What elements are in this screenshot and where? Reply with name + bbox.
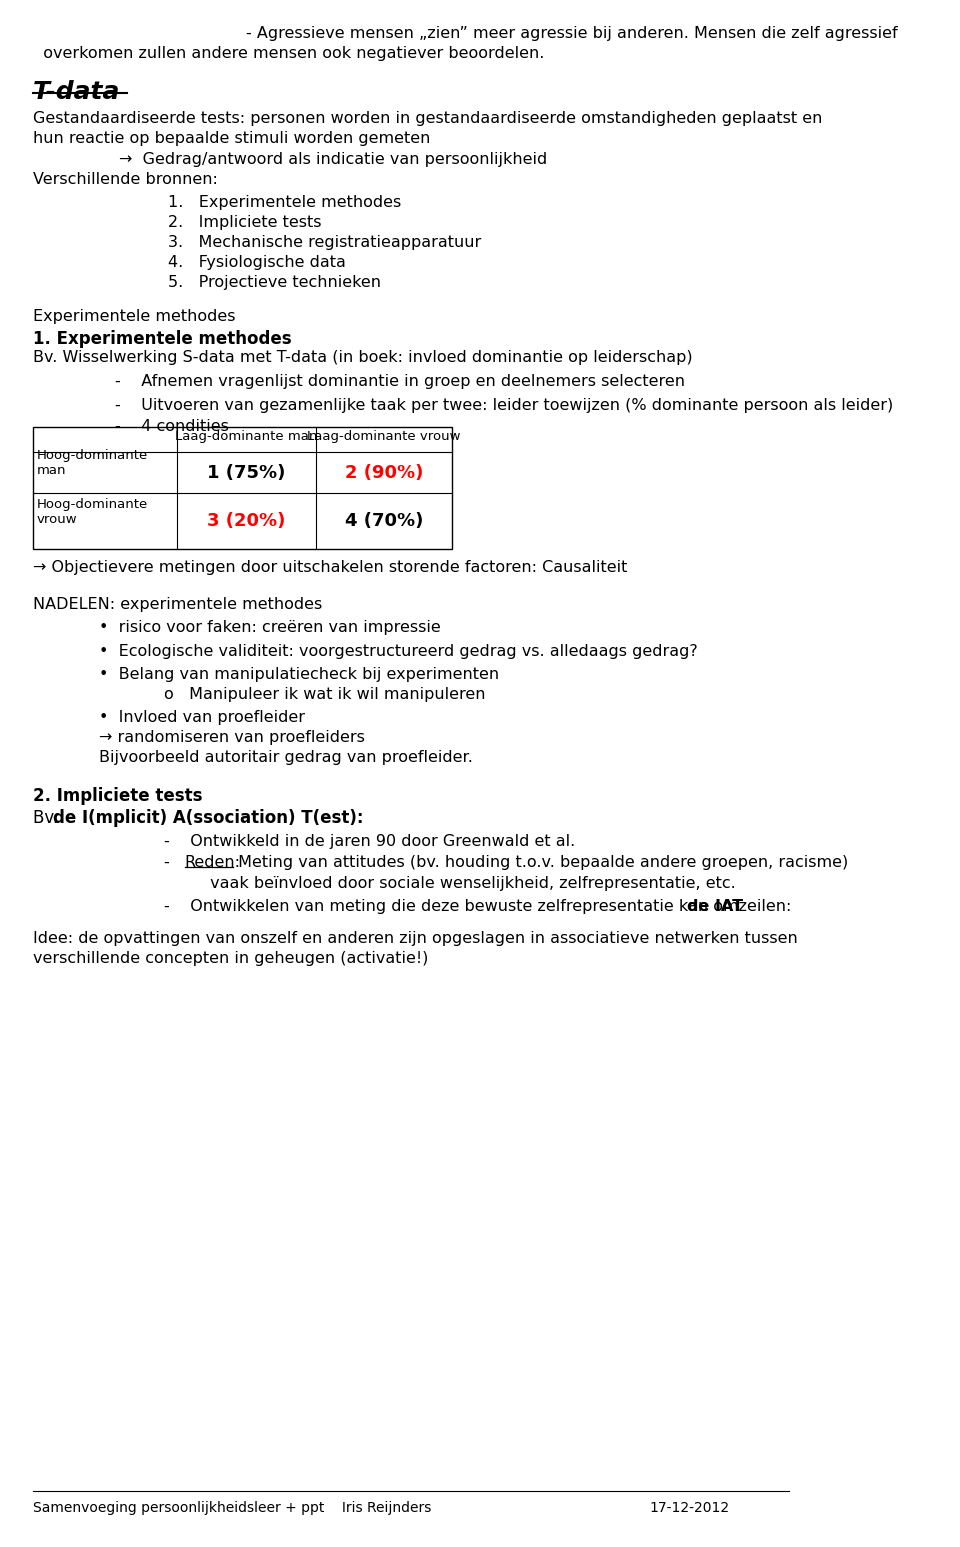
Text: Gestandaardiseerde tests: personen worden in gestandaardiseerde omstandigheden g: Gestandaardiseerde tests: personen worde… <box>33 111 822 127</box>
Text: Laag-dominante vrouw: Laag-dominante vrouw <box>307 430 461 442</box>
Text: -    Ontwikkeld in de jaren 90 door Greenwald et al.: - Ontwikkeld in de jaren 90 door Greenwa… <box>164 834 576 849</box>
Text: -: - <box>164 855 191 871</box>
Text: vaak beïnvloed door sociale wenselijkheid, zelfrepresentatie, etc.: vaak beïnvloed door sociale wenselijkhei… <box>164 876 736 891</box>
Text: -    Afnemen vragenlijst dominantie in groep en deelnemers selecteren: - Afnemen vragenlijst dominantie in groe… <box>115 374 685 390</box>
Text: Samenvoeging persoonlijkheidsleer + ppt    Iris Reijnders: Samenvoeging persoonlijkheidsleer + ppt … <box>33 1501 431 1515</box>
Text: overkomen zullen andere mensen ook negatiever beoordelen.: overkomen zullen andere mensen ook negat… <box>33 46 544 62</box>
Text: o   Manipuleer ik wat ik wil manipuleren: o Manipuleer ik wat ik wil manipuleren <box>164 687 486 702</box>
Text: 2.   Impliciete tests: 2. Impliciete tests <box>168 215 322 231</box>
Text: →  Gedrag/antwoord als indicatie van persoonlijkheid: → Gedrag/antwoord als indicatie van pers… <box>119 152 547 167</box>
Text: 2. Impliciete tests: 2. Impliciete tests <box>33 787 203 806</box>
Text: Hoog-dominante
man: Hoog-dominante man <box>37 449 148 478</box>
Text: Bv. Wisselwerking S-data met T-data (in boek: invloed dominantie op leiderschap): Bv. Wisselwerking S-data met T-data (in … <box>33 350 692 365</box>
Text: 1 (75%): 1 (75%) <box>207 464 286 481</box>
Text: de IAT: de IAT <box>686 899 743 914</box>
Text: Laag-dominante man: Laag-dominante man <box>176 430 318 442</box>
Text: 1.   Experimentele methodes: 1. Experimentele methodes <box>168 195 401 210</box>
Text: T-data: T-data <box>33 80 120 105</box>
Text: 1. Experimentele methodes: 1. Experimentele methodes <box>33 330 292 348</box>
Text: -    Uitvoeren van gezamenlijke taak per twee: leider toewijzen (% dominante per: - Uitvoeren van gezamenlijke taak per tw… <box>115 398 893 413</box>
Text: - Agressieve mensen „zien” meer agressie bij anderen. Mensen die zelf agressief: - Agressieve mensen „zien” meer agressie… <box>247 26 899 42</box>
Text: de I(mplicit) A(ssociation) T(est):: de I(mplicit) A(ssociation) T(est): <box>54 809 364 828</box>
Text: -    Ontwikkelen van meting die deze bewuste zelfrepresentatie kan omzeilen:: - Ontwikkelen van meting die deze bewust… <box>164 899 797 914</box>
Text: -    4 condities: - 4 condities <box>115 419 228 435</box>
Text: → randomiseren van proefleiders: → randomiseren van proefleiders <box>99 730 365 746</box>
Text: 5.   Projectieve technieken: 5. Projectieve technieken <box>168 275 381 291</box>
Text: NADELEN: experimentele methodes: NADELEN: experimentele methodes <box>33 597 323 613</box>
Text: Verschillende bronnen:: Verschillende bronnen: <box>33 172 218 187</box>
Text: verschillende concepten in geheugen (activatie!): verschillende concepten in geheugen (act… <box>33 951 428 967</box>
Text: 4.   Fysiologische data: 4. Fysiologische data <box>168 255 347 271</box>
Text: 17-12-2012: 17-12-2012 <box>649 1501 730 1515</box>
Text: Meting van attitudes (bv. houding t.o.v. bepaalde andere groepen, racisme): Meting van attitudes (bv. houding t.o.v.… <box>232 855 848 871</box>
Text: 4 (70%): 4 (70%) <box>345 512 423 531</box>
Text: Experimentele methodes: Experimentele methodes <box>33 309 235 325</box>
Text: Reden:: Reden: <box>185 855 241 871</box>
Text: hun reactie op bepaalde stimuli worden gemeten: hun reactie op bepaalde stimuli worden g… <box>33 131 430 147</box>
Text: Bijvoorbeeld autoritair gedrag van proefleider.: Bijvoorbeeld autoritair gedrag van proef… <box>99 750 472 766</box>
Text: •  Ecologische validiteit: voorgestructureerd gedrag vs. alledaags gedrag?: • Ecologische validiteit: voorgestructur… <box>99 644 697 659</box>
Bar <box>33 427 452 549</box>
Text: 3 (20%): 3 (20%) <box>207 512 286 531</box>
Text: → Objectievere metingen door uitschakelen storende factoren: Causaliteit: → Objectievere metingen door uitschakele… <box>33 560 627 575</box>
Text: Hoog-dominante
vrouw: Hoog-dominante vrouw <box>37 498 148 526</box>
Text: Idee: de opvattingen van onszelf en anderen zijn opgeslagen in associatieve netw: Idee: de opvattingen van onszelf en ande… <box>33 931 798 947</box>
Text: Bv.: Bv. <box>33 809 63 828</box>
Text: 3.   Mechanische registratieapparatuur: 3. Mechanische registratieapparatuur <box>168 235 482 251</box>
Text: •  Belang van manipulatiecheck bij experimenten: • Belang van manipulatiecheck bij experi… <box>99 667 498 682</box>
Text: 2 (90%): 2 (90%) <box>345 464 423 481</box>
Text: •  risico voor faken: creëren van impressie: • risico voor faken: creëren van impress… <box>99 620 441 636</box>
Text: •  Invloed van proefleider: • Invloed van proefleider <box>99 710 304 726</box>
